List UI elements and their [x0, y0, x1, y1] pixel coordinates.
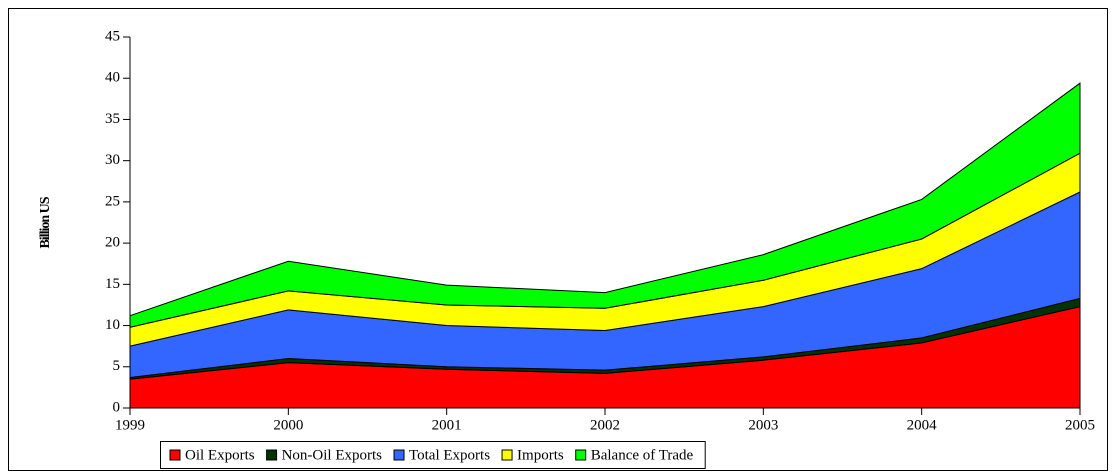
legend-label: Non-Oil Exports: [282, 447, 383, 463]
legend-swatch: [393, 449, 405, 461]
y-tick-label: 45: [105, 28, 120, 44]
legend: Oil Exports Non-Oil Exports Total Exports I…: [160, 441, 706, 469]
y-tick-label: 10: [105, 317, 120, 333]
legend-label: Total Exports: [409, 447, 490, 463]
legend-label: Imports: [517, 447, 564, 463]
y-tick-label: 5: [113, 358, 121, 374]
y-tick-label: 30: [105, 152, 120, 168]
area: [129, 82, 1081, 328]
legend-label: Oil Exports: [185, 447, 255, 463]
y-tick-label: 15: [105, 276, 120, 292]
x-tick-label: 2003: [748, 417, 778, 433]
plot: 0 5 10 15 20 25 30 35 40 45 1999 2000 2001 2002 2003 20…: [105, 28, 1095, 433]
y-tick-label: 0: [113, 399, 121, 415]
legend-label: Balance of Trade: [591, 447, 694, 463]
x-tick-label: 2001: [432, 417, 462, 433]
y-tick-label: 40: [105, 70, 120, 86]
x-tick-label: 1999: [115, 417, 145, 433]
legend-swatch: [169, 449, 181, 461]
x-tick-label: 2004: [907, 417, 938, 433]
legend-swatch: [266, 449, 278, 461]
x-tick-label: 2000: [273, 417, 303, 433]
legend-box: [160, 441, 706, 469]
y-axis-title: Billion US: [38, 196, 53, 248]
y-tick-label: 20: [105, 235, 120, 251]
legend-swatch: [501, 449, 513, 461]
y-tick-label: 25: [105, 193, 120, 209]
legend-swatch: [575, 449, 587, 461]
y-tick-label: 35: [105, 111, 120, 127]
x-tick-label: 2005: [1065, 417, 1095, 433]
x-tick-label: 2002: [590, 417, 620, 433]
